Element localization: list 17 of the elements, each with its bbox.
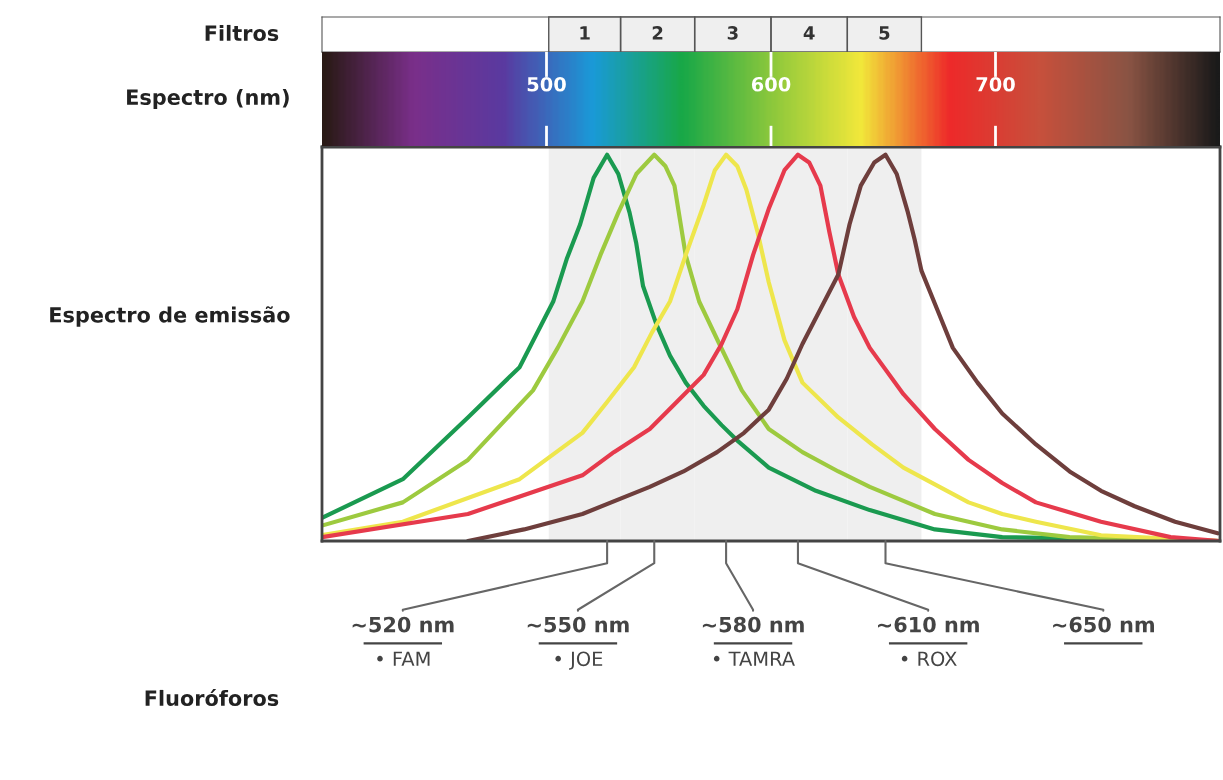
annotation: ~550 nm • JOE	[527, 616, 629, 670]
x-tick-label: 600	[751, 76, 791, 92]
annotation: ~650 nm	[1053, 616, 1154, 633]
text: Filtros	[205, 24, 279, 42]
annotation: ~610 nm • ROX	[877, 616, 979, 667]
band-label: 5	[879, 26, 890, 40]
text: Fluoróforos	[145, 689, 279, 707]
y-axis-title: Espectro de emissão	[50, 306, 290, 327]
x-axis-title: Espectro (nm)	[127, 88, 289, 110]
band-label: 2	[652, 26, 663, 40]
band-label: 3	[727, 26, 738, 40]
annotation: ~520 nm • FAM	[352, 616, 454, 666]
x-tick-label: 700	[976, 76, 1015, 92]
band-label: 1	[580, 26, 590, 40]
band-label: 4	[803, 26, 815, 40]
x-tick-label: 500	[527, 76, 566, 92]
annotation: ~580 nm • TAMRA	[702, 616, 804, 666]
